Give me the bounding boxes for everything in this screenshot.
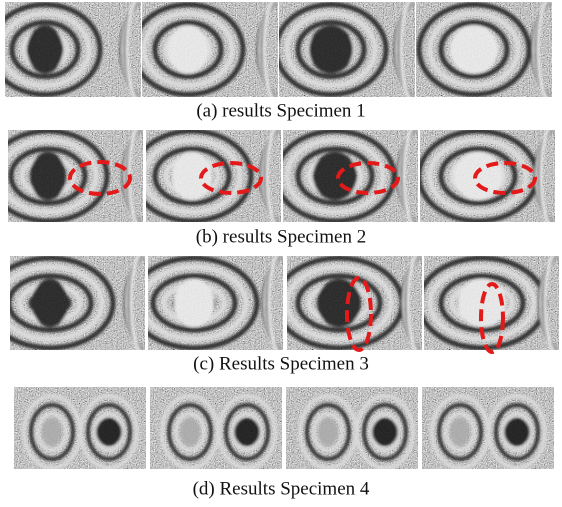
core (504, 418, 530, 446)
caption: (a) results Specimen 1 (196, 100, 365, 121)
core (313, 152, 357, 200)
core (372, 418, 398, 446)
fringe-image (422, 387, 554, 469)
fringe-image (416, 0, 562, 100)
core (318, 418, 338, 446)
fringe-image (419, 126, 562, 226)
caption: (b) results Specimen 2 (196, 226, 366, 247)
caption: (d) Results Specimen 4 (193, 478, 370, 499)
figure: (a) results Specimen 1 (b) results Specim… (0, 0, 562, 507)
core (30, 152, 66, 200)
core (27, 26, 63, 74)
fringe-image (150, 387, 282, 469)
caption: (c) Results Specimen 3 (193, 353, 369, 374)
core (96, 418, 122, 446)
fringe-image (419, 253, 562, 353)
core (309, 26, 353, 74)
core (234, 418, 260, 446)
core (450, 26, 498, 74)
fringe-image (286, 387, 418, 469)
core (450, 418, 470, 446)
core (172, 152, 212, 200)
core (174, 279, 214, 327)
core (317, 279, 361, 327)
core (32, 279, 68, 327)
core (180, 418, 200, 446)
core (42, 418, 62, 446)
core (168, 26, 208, 74)
fringe-image (14, 387, 146, 469)
